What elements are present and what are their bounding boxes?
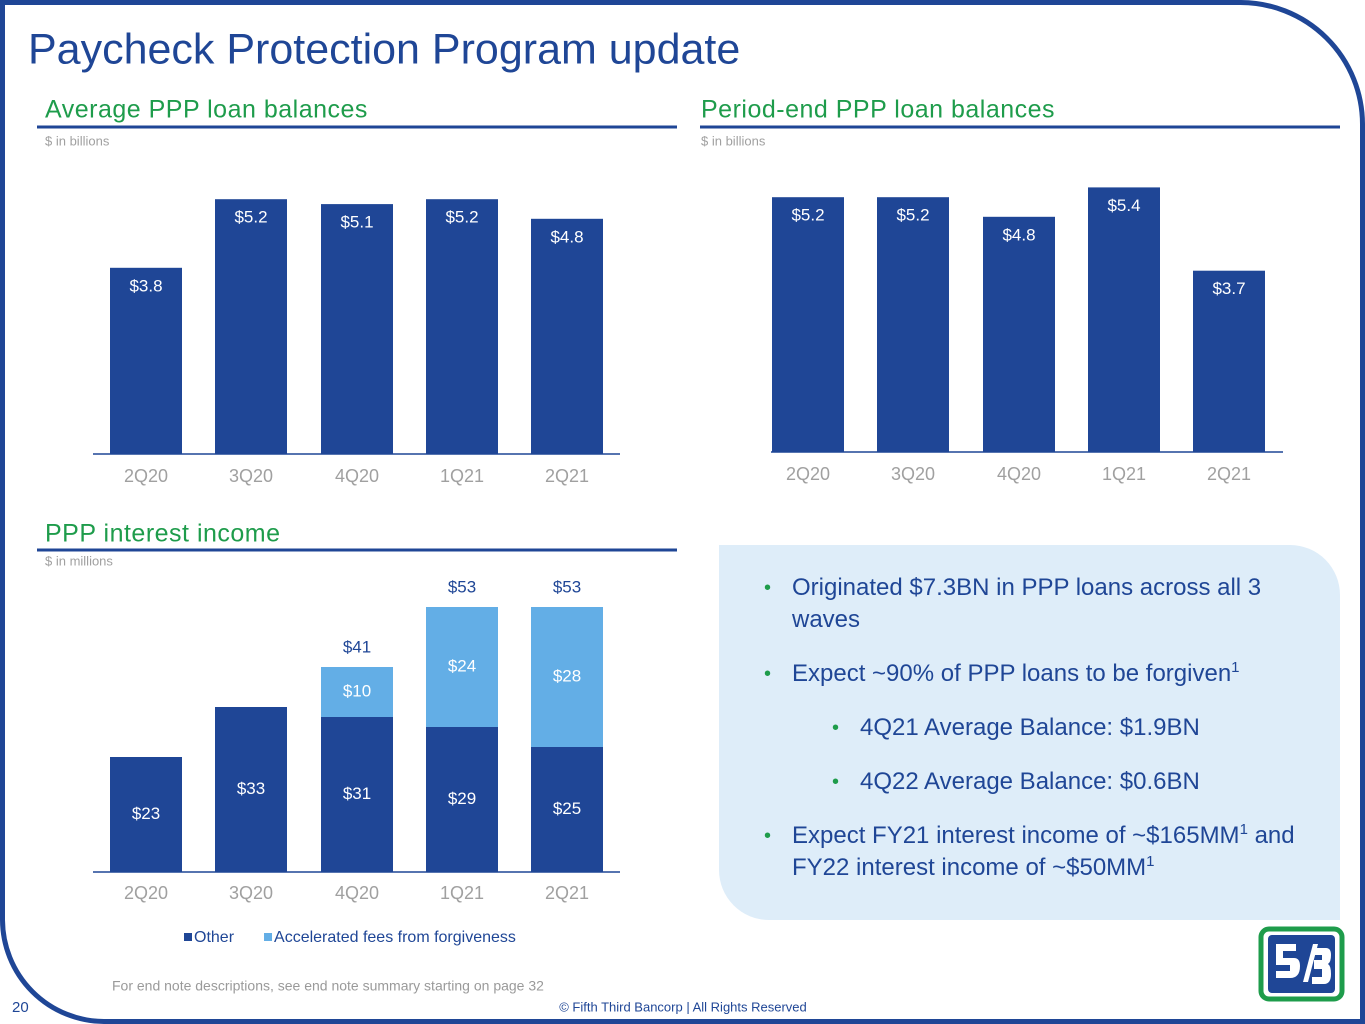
x-tick-label: 3Q20 xyxy=(229,466,273,486)
x-tick-label: 2Q20 xyxy=(124,883,168,903)
bullet-text: 4Q21 Average Balance: $1.9BN xyxy=(860,714,1200,741)
footnote: For end note descriptions, see end note … xyxy=(112,978,544,994)
total-label: $53 xyxy=(553,577,581,596)
bar xyxy=(1193,270,1265,452)
bullet: 4Q21 Average Balance: $1.9BN xyxy=(828,712,1305,744)
bar-segment xyxy=(531,747,603,872)
value-label: $23 xyxy=(132,804,160,823)
legend-label: Other xyxy=(194,929,235,946)
value-label: $31 xyxy=(343,784,371,803)
value-label: $4.8 xyxy=(550,227,583,246)
x-tick-label: 3Q20 xyxy=(229,883,273,903)
legend-swatch xyxy=(184,933,192,941)
chart-subtitle: $ in billions xyxy=(45,133,110,148)
bar-segment xyxy=(321,717,393,872)
bar-segment xyxy=(426,727,498,872)
bullet: Expect FY21 interest income of ~$165MM1 … xyxy=(760,820,1305,884)
bar xyxy=(983,216,1055,452)
bullet: Expect ~90% of PPP loans to be forgiven1 xyxy=(760,658,1305,690)
legend-swatch xyxy=(264,933,273,941)
logo-three xyxy=(1312,948,1331,984)
bar xyxy=(531,218,603,454)
bullet: 4Q22 Average Balance: $0.6BN xyxy=(828,766,1305,798)
bar xyxy=(215,199,287,454)
bullet: Originated $7.3BN in PPP loans across al… xyxy=(760,572,1305,636)
value-label: $28 xyxy=(553,666,581,685)
bar xyxy=(110,267,182,454)
x-tick-label: 3Q20 xyxy=(891,464,935,484)
value-label: $33 xyxy=(237,779,265,798)
bar xyxy=(321,204,393,454)
footnote-ref: 1 xyxy=(1231,659,1240,676)
total-label: $53 xyxy=(448,577,476,596)
total-label: $41 xyxy=(343,637,371,656)
value-label: $3.7 xyxy=(1212,279,1245,298)
value-label: $5.2 xyxy=(234,208,267,227)
chart-title: PPP interest income xyxy=(45,520,281,548)
copyright: © Fifth Third Bancorp | All Rights Reser… xyxy=(559,999,807,1014)
chart-title: Period-end PPP loan balances xyxy=(701,96,1055,124)
x-tick-label: 4Q20 xyxy=(335,883,379,903)
bullet-text: and FY22 interest income of ~$50MM xyxy=(792,822,1295,881)
value-label: $25 xyxy=(553,799,581,818)
chart-subtitle: $ in billions xyxy=(701,133,766,148)
x-tick-label: 2Q21 xyxy=(545,466,589,486)
bar xyxy=(1088,187,1160,452)
x-tick-label: 4Q20 xyxy=(335,466,379,486)
x-tick-label: 1Q21 xyxy=(440,466,484,486)
value-label: $29 xyxy=(448,789,476,808)
chart-subtitle: $ in millions xyxy=(45,553,113,568)
bullet-text: Expect FY21 interest income of ~$165MM xyxy=(792,822,1240,849)
bar-segment xyxy=(110,757,182,872)
value-label: $5.2 xyxy=(791,206,824,225)
chart-title: Average PPP loan balances xyxy=(45,96,368,124)
bar xyxy=(877,197,949,452)
x-tick-label: 2Q20 xyxy=(124,466,168,486)
value-label: $5.4 xyxy=(1107,196,1140,215)
footnote-ref: 1 xyxy=(1239,821,1248,838)
x-tick-label: 2Q21 xyxy=(1207,464,1251,484)
value-label: $5.1 xyxy=(340,213,373,232)
x-tick-label: 4Q20 xyxy=(997,464,1041,484)
bullet-text: Originated $7.3BN in PPP loans across al… xyxy=(792,574,1262,633)
bullet-list: Originated $7.3BN in PPP loans across al… xyxy=(760,572,1305,906)
bar-segment xyxy=(321,667,393,717)
bar xyxy=(426,199,498,454)
logo-five xyxy=(1276,944,1300,978)
slide-title: Paycheck Protection Program update xyxy=(28,25,740,73)
bar-segment xyxy=(426,607,498,727)
value-label: $4.8 xyxy=(1002,225,1035,244)
bar-segment xyxy=(215,707,287,872)
value-label: $10 xyxy=(343,681,371,700)
value-label: $5.2 xyxy=(896,206,929,225)
bullet-text: 4Q22 Average Balance: $0.6BN xyxy=(860,768,1200,795)
x-tick-label: 1Q21 xyxy=(440,883,484,903)
logo xyxy=(1258,926,1345,1002)
bar-segment xyxy=(531,607,603,747)
x-tick-label: 2Q20 xyxy=(786,464,830,484)
legend-label: Accelerated fees from forgiveness xyxy=(274,929,516,946)
footnote-ref: 1 xyxy=(1146,853,1155,870)
value-label: $3.8 xyxy=(129,276,162,295)
x-tick-label: 2Q21 xyxy=(545,883,589,903)
bar xyxy=(772,197,844,452)
value-label: $5.2 xyxy=(445,208,478,227)
page-number: 20 xyxy=(12,999,29,1016)
bullet-text: Expect ~90% of PPP loans to be forgiven xyxy=(792,660,1232,687)
value-label: $24 xyxy=(448,656,476,675)
x-tick-label: 1Q21 xyxy=(1102,464,1146,484)
